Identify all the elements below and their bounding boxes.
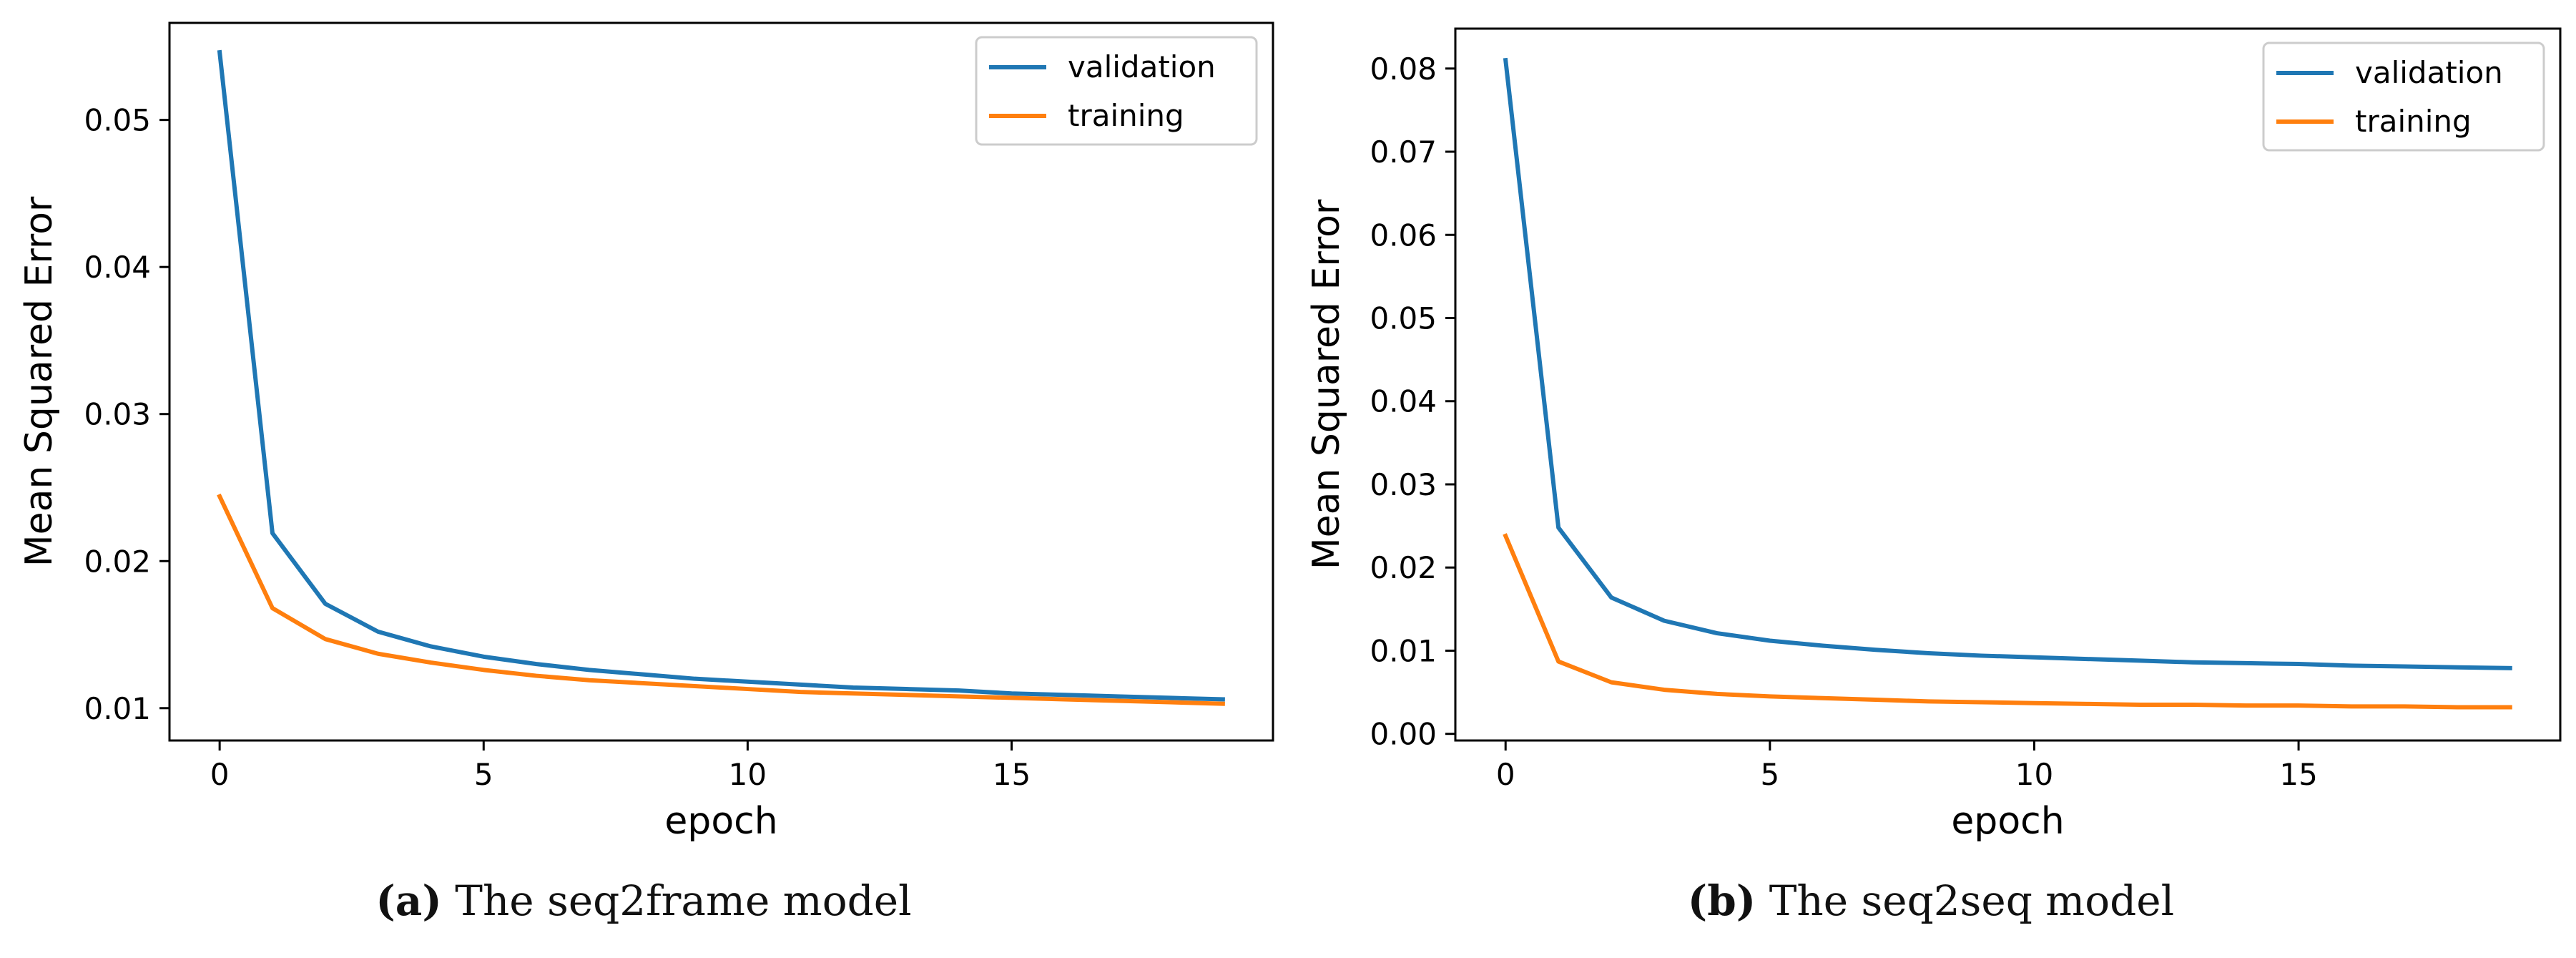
y-tick-label: 0.03 xyxy=(84,397,151,432)
x-tick-label: 0 xyxy=(1496,757,1515,792)
caption-b: (b) The seq2seq model xyxy=(1287,876,2575,925)
caption-a-label: (a) xyxy=(375,876,442,925)
figure-a: 0 5 10 15 0.01 0.02 0.03 0.04 0.05 epoch Mean Squa… xyxy=(0,0,1287,958)
plot-frame xyxy=(1454,27,2562,742)
y-tick-label: 0.08 xyxy=(1370,52,1437,87)
legend-label-training: training xyxy=(1068,98,1184,133)
series-line-training xyxy=(217,493,1225,706)
series-line-validation xyxy=(217,49,1225,702)
caption-a-text: The seq2frame model xyxy=(455,876,912,925)
legend-label-validation: validation xyxy=(1068,49,1216,84)
legend-label-validation: validation xyxy=(2355,55,2503,90)
series-line-training xyxy=(1503,533,2512,710)
x-tick-label: 0 xyxy=(210,757,230,792)
y-tick-label: 0.04 xyxy=(84,250,151,285)
y-tick-label: 0.04 xyxy=(1370,384,1437,419)
plot-frame xyxy=(168,21,1274,742)
y-axis-title: Mean Squared Error xyxy=(18,196,61,567)
x-tick-label: 15 xyxy=(993,757,1031,792)
legend: validation training xyxy=(2262,41,2545,152)
y-tick-label: 0.07 xyxy=(1370,135,1437,170)
legend: validation training xyxy=(975,36,1258,146)
y-tick-label: 0.02 xyxy=(84,544,151,579)
x-tick-label: 5 xyxy=(1760,757,1779,792)
y-tick-label: 0.00 xyxy=(1370,717,1437,752)
x-axis-title: epoch xyxy=(664,800,777,843)
figure-b: 0 5 10 15 0.00 0.01 0.02 0.03 0.04 0.05 0.06 0.07 0.… xyxy=(1287,0,2575,958)
caption-b-label: (b) xyxy=(1687,876,1756,925)
y-axis-title: Mean Squared Error xyxy=(1305,199,1348,570)
legend-label-training: training xyxy=(2355,104,2472,139)
caption-b-text: The seq2seq model xyxy=(1769,876,2175,925)
x-tick-label: 5 xyxy=(474,757,493,792)
y-tick-label: 0.02 xyxy=(1370,550,1437,585)
x-tick-label: 10 xyxy=(729,757,767,792)
chart-b: 0 5 10 15 0.00 0.01 0.02 0.03 0.04 0.05 0.06 0.07 0.… xyxy=(1305,27,2562,843)
y-tick-label: 0.06 xyxy=(1370,217,1437,253)
x-tick-label: 15 xyxy=(2279,757,2317,792)
x-axis-title: epoch xyxy=(1951,800,2064,843)
y-tick-label: 0.03 xyxy=(1370,467,1437,502)
y-tick-label: 0.05 xyxy=(84,103,151,138)
chart-a: 0 5 10 15 0.01 0.02 0.03 0.04 0.05 epoch Mean Squa… xyxy=(18,21,1274,843)
y-tick-label: 0.01 xyxy=(84,691,151,726)
caption-a: (a) The seq2frame model xyxy=(0,876,1287,925)
y-tick-label: 0.05 xyxy=(1370,301,1437,336)
series-line-validation xyxy=(1503,57,2512,670)
x-tick-label: 10 xyxy=(2015,757,2053,792)
y-tick-label: 0.01 xyxy=(1370,633,1437,668)
